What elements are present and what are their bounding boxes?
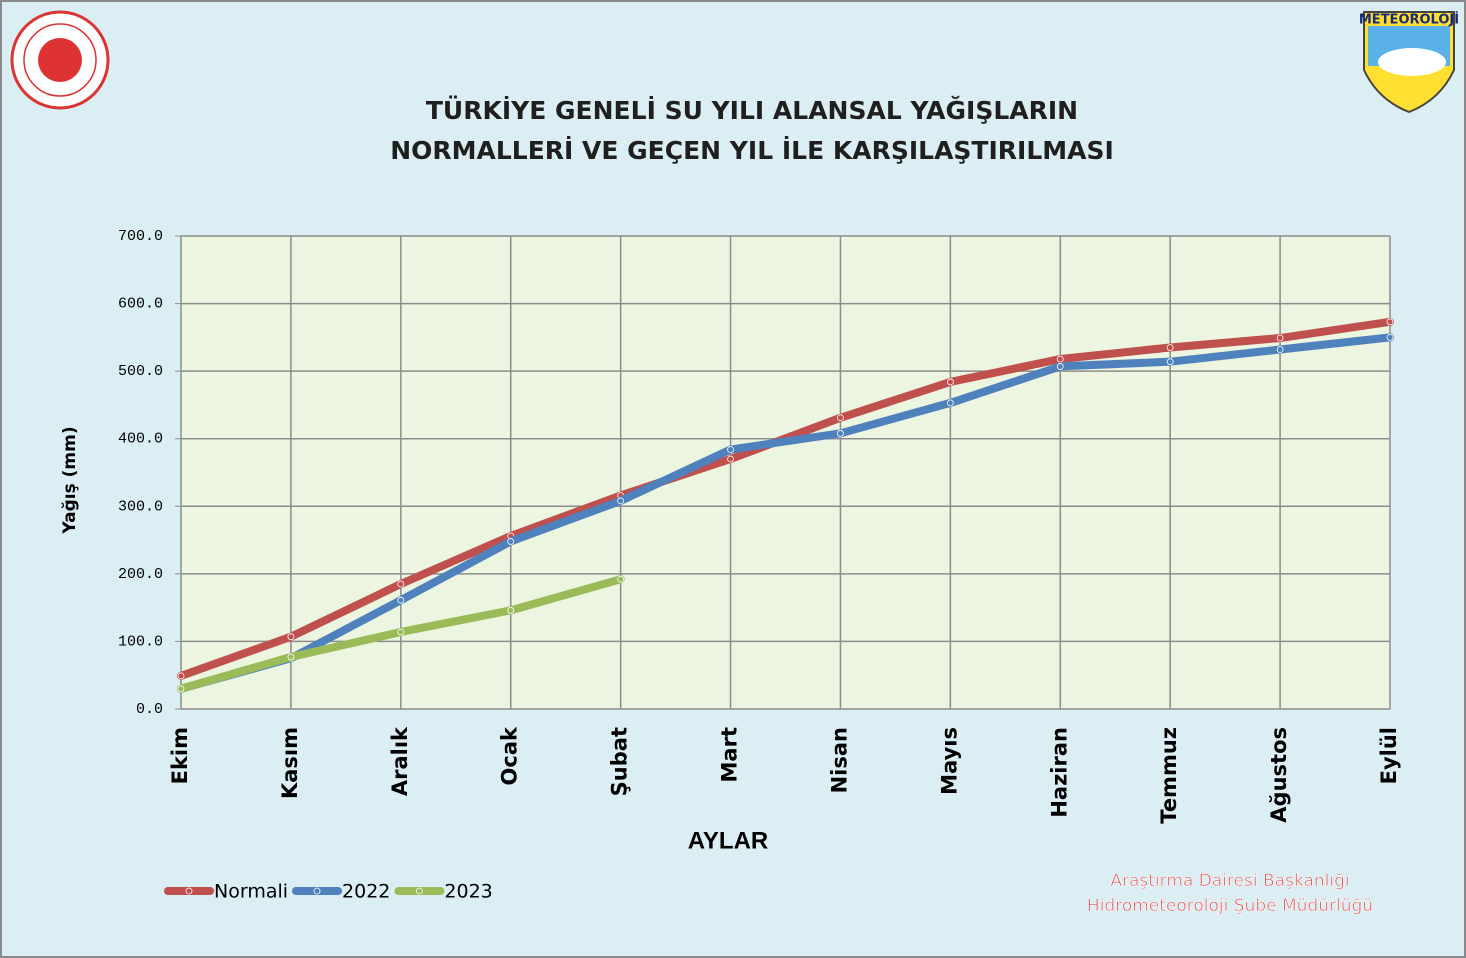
data-point bbox=[1166, 344, 1174, 351]
data-point bbox=[1056, 355, 1064, 363]
data-point bbox=[397, 596, 405, 604]
data-point bbox=[397, 580, 405, 588]
chart-title: TÜRKİYE GENELİ SU YILI ALANSAL YAĞIŞLARI… bbox=[426, 95, 1078, 125]
data-point bbox=[1276, 334, 1284, 342]
legend-label: 2023 bbox=[444, 881, 492, 903]
data-point bbox=[946, 399, 954, 407]
x-tick-label: Haziran bbox=[1047, 727, 1071, 818]
data-point bbox=[1056, 363, 1064, 370]
data-point bbox=[1386, 333, 1394, 341]
x-tick-label: Eylül bbox=[1377, 727, 1401, 784]
y-tick-label: 700.0 bbox=[118, 228, 163, 245]
data-point bbox=[837, 429, 844, 437]
legend-marker bbox=[313, 887, 321, 895]
legend-marker bbox=[415, 887, 423, 895]
data-point bbox=[1276, 346, 1284, 353]
data-point bbox=[617, 497, 625, 505]
data-point bbox=[287, 633, 295, 641]
x-axis-label: AYLAR bbox=[688, 827, 768, 854]
logo-text: METEOROLOJİ bbox=[1359, 12, 1459, 28]
legend-marker bbox=[185, 887, 193, 895]
x-tick-label: Kasım bbox=[278, 727, 302, 799]
data-point bbox=[1166, 358, 1174, 366]
series-line bbox=[177, 333, 1394, 693]
legend-label: 2022 bbox=[342, 881, 390, 903]
plot-area bbox=[181, 236, 1390, 709]
right-emblem: METEOROLOJİ bbox=[1359, 11, 1459, 114]
credit: Hidrometeoroloji Şube Müdürlüğü bbox=[1087, 896, 1373, 916]
y-tick-label: 0.0 bbox=[136, 701, 163, 718]
x-tick-label: Ağustos bbox=[1267, 727, 1291, 823]
y-tick-label: 500.0 bbox=[118, 363, 163, 380]
x-tick-label: Ocak bbox=[498, 726, 522, 785]
data-point bbox=[727, 446, 734, 453]
data-point bbox=[177, 672, 185, 680]
y-tick-label: 200.0 bbox=[118, 566, 163, 583]
x-tick-label: Mayıs bbox=[937, 727, 961, 795]
credit: Araştırma Dairesi Başkanlığı bbox=[1110, 871, 1349, 891]
x-tick-label: Temmuz bbox=[1157, 727, 1181, 824]
x-tick-label: Şubat bbox=[608, 727, 632, 796]
y-tick-label: 600.0 bbox=[118, 296, 163, 313]
y-tick-label: 300.0 bbox=[118, 498, 163, 515]
y-tick-label: 100.0 bbox=[118, 633, 163, 650]
data-point bbox=[1386, 318, 1394, 326]
left-emblem bbox=[10, 10, 110, 110]
data-point bbox=[946, 378, 954, 386]
data-point bbox=[837, 414, 844, 422]
data-point bbox=[397, 628, 405, 636]
data-point bbox=[617, 575, 625, 583]
data-point bbox=[177, 685, 185, 693]
data-point bbox=[507, 538, 515, 545]
x-tick-label: Aralık bbox=[388, 726, 412, 796]
chart-title: NORMALLERİ VE GEÇEN YIL İLE KARŞILAŞTIRI… bbox=[390, 135, 1114, 165]
legend-label: Normali bbox=[214, 881, 288, 903]
data-point bbox=[727, 455, 734, 463]
data-point bbox=[287, 653, 295, 661]
x-tick-label: Nisan bbox=[827, 727, 851, 793]
y-axis-label: Yağış (mm) bbox=[60, 426, 80, 534]
y-tick-label: 400.0 bbox=[118, 431, 163, 448]
x-tick-label: Mart bbox=[718, 727, 742, 782]
data-point bbox=[507, 606, 515, 614]
x-tick-label: Ekim bbox=[168, 727, 192, 784]
